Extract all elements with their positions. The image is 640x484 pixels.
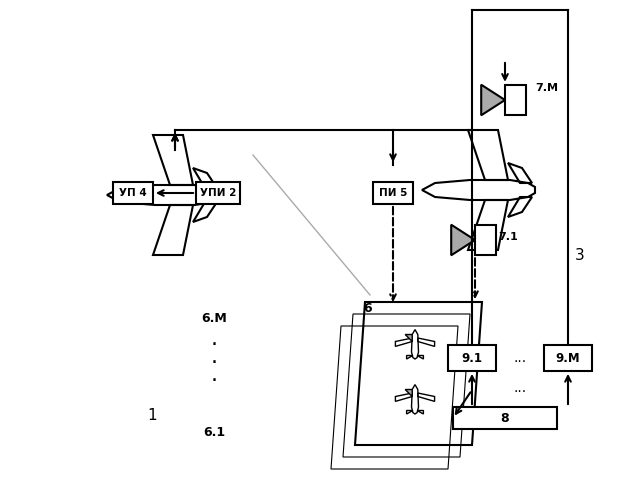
Polygon shape bbox=[405, 334, 412, 342]
Text: ·: · bbox=[211, 353, 218, 373]
Text: ПИ 5: ПИ 5 bbox=[379, 188, 407, 198]
Text: 7.М: 7.М bbox=[535, 83, 558, 93]
Bar bbox=[544, 345, 592, 371]
Text: 8: 8 bbox=[500, 411, 509, 424]
Text: УПИ 2: УПИ 2 bbox=[200, 188, 236, 198]
Bar bbox=[113, 182, 153, 204]
Text: ·: · bbox=[211, 371, 218, 391]
Polygon shape bbox=[475, 225, 496, 255]
Text: 1: 1 bbox=[147, 408, 157, 423]
Text: 6: 6 bbox=[364, 302, 372, 315]
Polygon shape bbox=[505, 85, 526, 115]
Text: 9.1: 9.1 bbox=[461, 351, 483, 364]
Polygon shape bbox=[451, 225, 475, 255]
Bar bbox=[448, 345, 496, 371]
Text: 7.1: 7.1 bbox=[498, 232, 518, 242]
Text: 3: 3 bbox=[575, 247, 585, 262]
Text: ·: · bbox=[211, 335, 218, 355]
Text: 6.1: 6.1 bbox=[203, 425, 225, 439]
Text: ...: ... bbox=[513, 351, 527, 365]
Text: УП 4: УП 4 bbox=[119, 188, 147, 198]
Text: ...: ... bbox=[513, 381, 527, 395]
Polygon shape bbox=[405, 390, 412, 396]
Text: 9.М: 9.М bbox=[556, 351, 580, 364]
Bar bbox=[453, 407, 557, 429]
Bar bbox=[373, 182, 413, 204]
Bar bbox=[196, 182, 240, 204]
Text: 6.М: 6.М bbox=[201, 312, 227, 324]
Polygon shape bbox=[481, 85, 505, 115]
